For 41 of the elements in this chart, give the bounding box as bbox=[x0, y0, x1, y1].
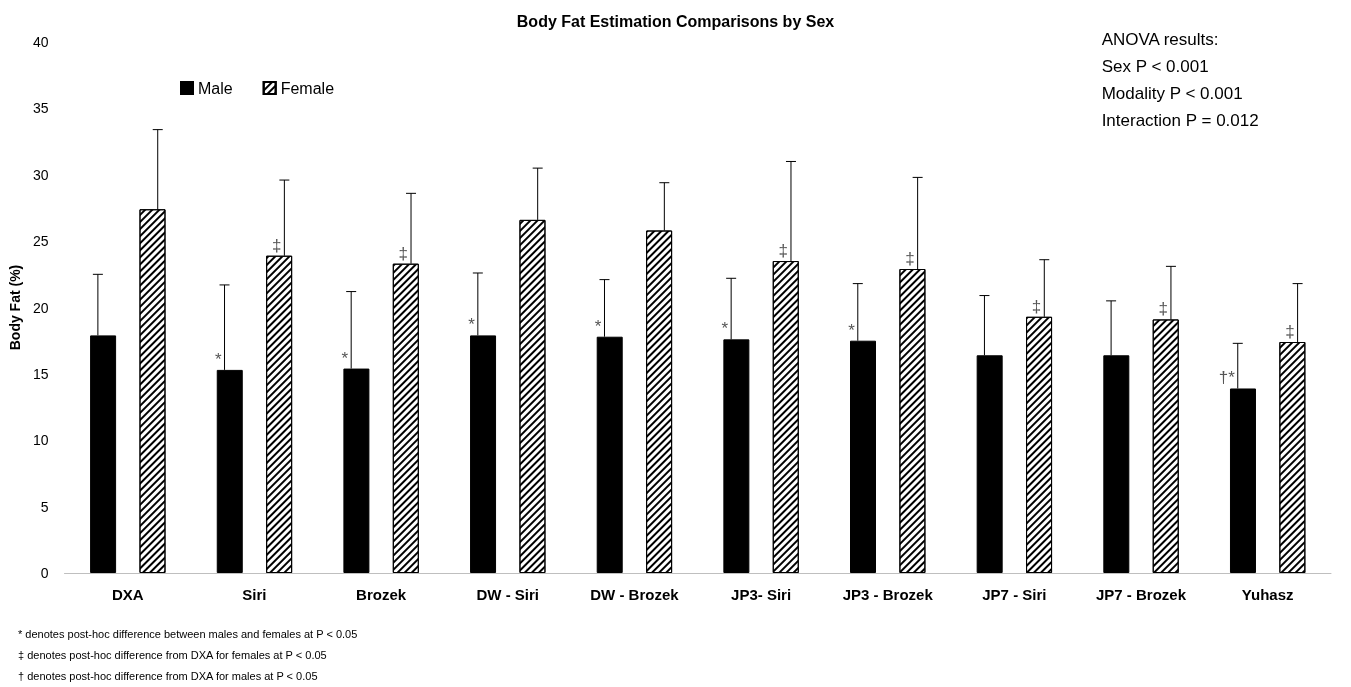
y-tick-label: 5 bbox=[40, 498, 49, 515]
annotation: ANOVA results: Sex P < 0.001 Modality P < 0.001 Interaction P = 0.012 bbox=[1101, 30, 1259, 130]
chart-title: Body Fat Estimation Comparisons by Sex bbox=[516, 12, 835, 30]
data-label: ‡ bbox=[398, 243, 409, 263]
x-tick-label: Brozek bbox=[356, 586, 407, 603]
data-label: * bbox=[848, 320, 856, 340]
legend-label: Female bbox=[280, 79, 335, 97]
legend-label: Male bbox=[198, 79, 233, 97]
y-tick-label: 0 bbox=[40, 565, 49, 581]
y-tick-label: 40 bbox=[32, 34, 49, 50]
y-tick-label: 30 bbox=[32, 166, 49, 183]
data-label: ‡ bbox=[905, 249, 915, 268]
data-label: * bbox=[594, 316, 602, 336]
x-tick-label: Yuhasz bbox=[1241, 586, 1294, 603]
x-tick-label: JP3 - Brozek bbox=[842, 586, 934, 603]
data-label: * bbox=[341, 348, 349, 368]
text: ‡ denotes post-hoc difference from DXA for females at P < 0.05 bbox=[18, 648, 327, 661]
data-label: ‡ bbox=[271, 235, 282, 255]
data-label: †* bbox=[1218, 368, 1236, 388]
y-tick-label: 20 bbox=[32, 299, 49, 316]
y-tick-label: 25 bbox=[32, 233, 49, 250]
data-label: * bbox=[468, 315, 476, 335]
x-tick-label: JP3- Siri bbox=[731, 586, 792, 603]
text: * denotes post-hoc difference between males and females at P < 0.05 bbox=[18, 627, 358, 640]
y-axis-title: Body Fat (%) bbox=[7, 264, 23, 351]
data-label: ‡ bbox=[1158, 299, 1168, 319]
x-tick-label: Siri bbox=[242, 586, 267, 603]
data-label: * bbox=[214, 349, 222, 369]
y-tick-label: 35 bbox=[32, 100, 49, 117]
data-label: ‡ bbox=[1285, 322, 1295, 342]
x-tick-label: JP7 - Siri bbox=[982, 586, 1047, 603]
y-tick-label: 15 bbox=[32, 365, 49, 382]
x-tick-label: DW - Siri bbox=[476, 586, 540, 603]
data-label: ‡ bbox=[778, 241, 788, 261]
x-tick-label: DXA bbox=[111, 586, 144, 603]
text: † denotes post-hoc difference from DXA for males at P < 0.05 bbox=[18, 669, 318, 682]
data-label: ‡ bbox=[1031, 296, 1042, 316]
data-label: * bbox=[721, 319, 729, 339]
x-tick-label: JP7 - Brozek bbox=[1096, 586, 1187, 603]
y-tick-label: 10 bbox=[32, 432, 49, 449]
x-tick-label: DW - Brozek bbox=[590, 586, 680, 603]
